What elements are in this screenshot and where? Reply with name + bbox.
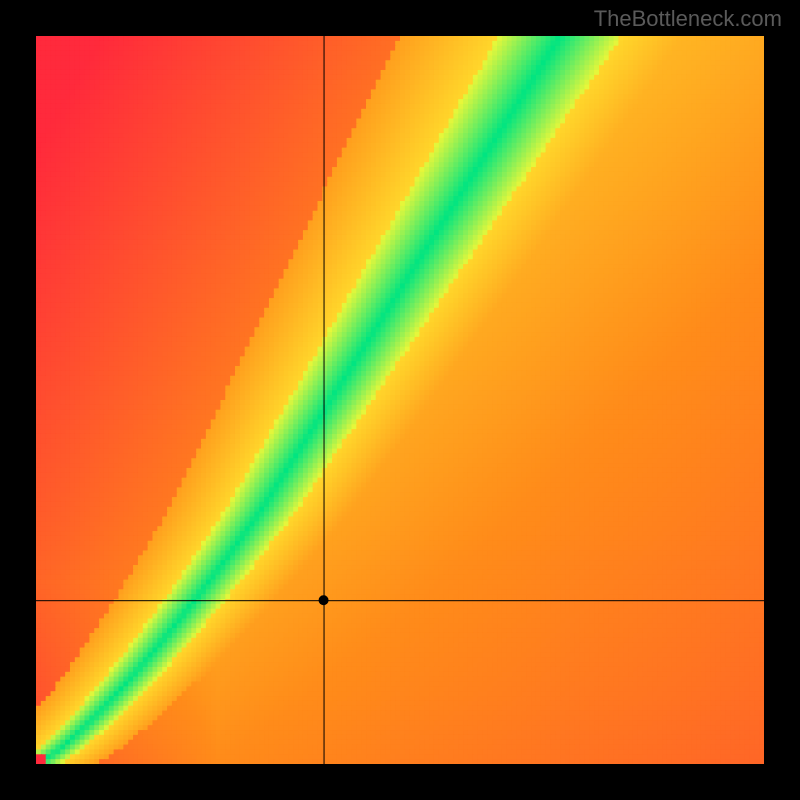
heatmap-canvas (36, 36, 764, 764)
chart-container: TheBottleneck.com (0, 0, 800, 800)
watermark-text: TheBottleneck.com (594, 6, 782, 32)
